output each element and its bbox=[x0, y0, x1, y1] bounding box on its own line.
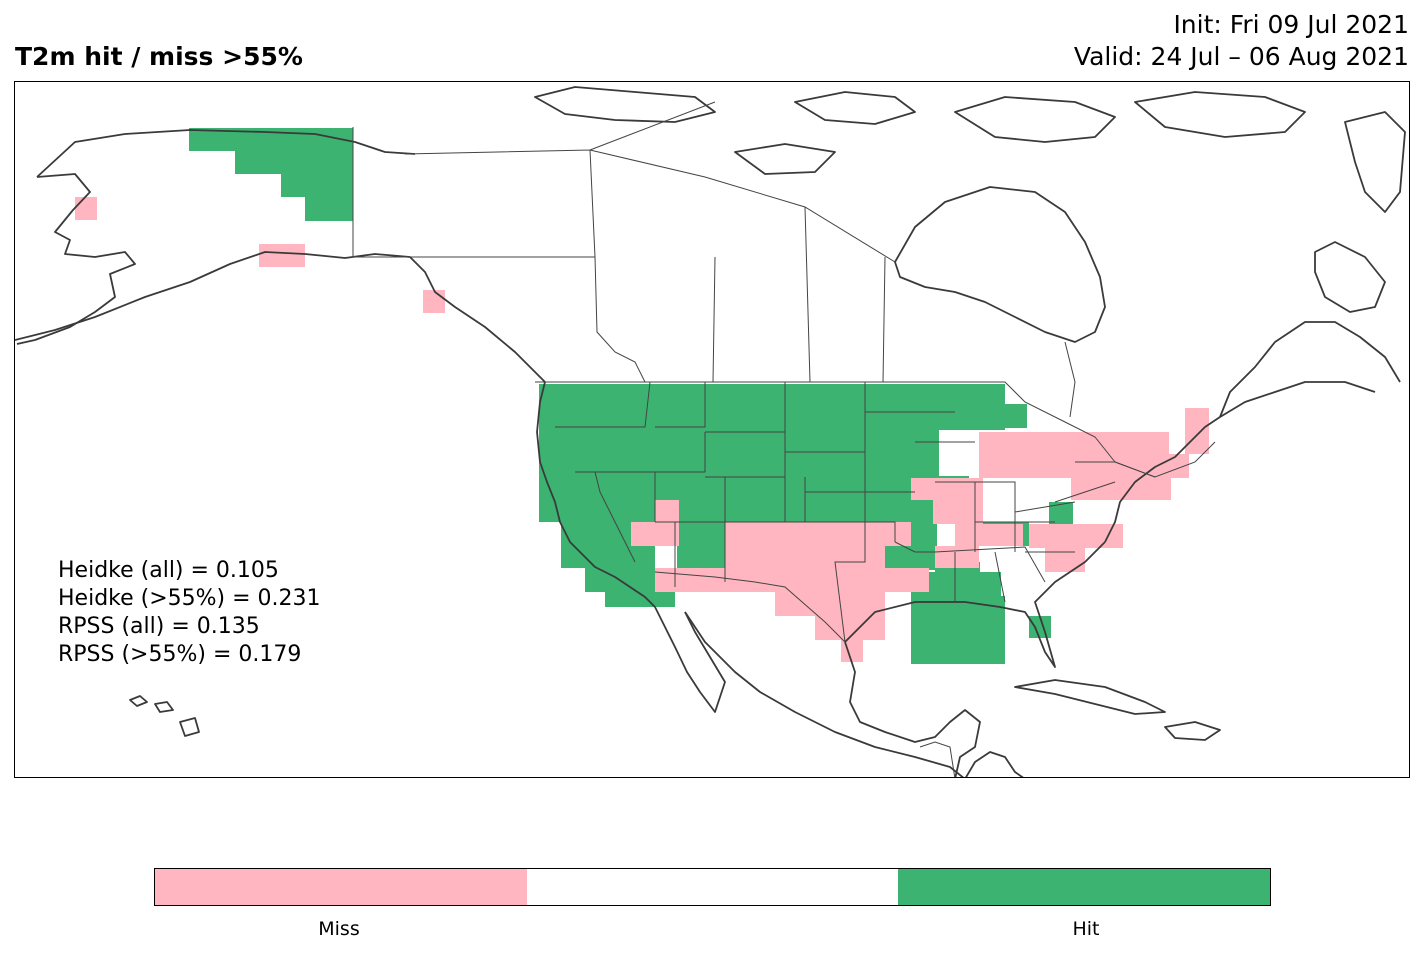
miss-cell bbox=[423, 290, 445, 313]
miss-cell bbox=[725, 522, 885, 570]
mexico-west bbox=[684, 611, 964, 777]
canada-prov-bc-ab bbox=[353, 256, 646, 383]
hit-cell bbox=[585, 546, 609, 568]
miss-cell bbox=[655, 568, 907, 592]
chart-title: T2m hit / miss >55% bbox=[15, 42, 303, 71]
rpss-55: RPSS (>55%) = 0.179 bbox=[58, 642, 302, 667]
canada-us-border bbox=[535, 381, 1216, 478]
baja bbox=[654, 606, 726, 713]
hit-cell bbox=[911, 546, 935, 570]
heidke-55: Heidke (>55%) = 0.231 bbox=[58, 586, 321, 611]
canada-prov-1 bbox=[712, 256, 716, 383]
colorbar-miss-segment bbox=[155, 869, 527, 905]
hit-cells bbox=[189, 128, 1073, 664]
miss-cell bbox=[1071, 478, 1171, 500]
gulf-coast bbox=[844, 641, 981, 777]
canada-prov-3 bbox=[882, 256, 886, 383]
political-borders bbox=[352, 101, 1216, 777]
arctic-island-3 bbox=[954, 96, 1116, 143]
canada-territories bbox=[404, 101, 716, 258]
guatemala-border bbox=[919, 741, 956, 777]
colorbar bbox=[154, 868, 1271, 906]
hit-cell bbox=[235, 151, 353, 174]
us-east-coast bbox=[1104, 381, 1376, 543]
arctic-island-5 bbox=[734, 143, 836, 175]
arctic-island-1 bbox=[534, 86, 716, 123]
colorbar-hit-label: Hit bbox=[1072, 918, 1100, 940]
colorbar-miss-label: Miss bbox=[318, 918, 360, 940]
miss-cell bbox=[865, 522, 911, 546]
miss-cell bbox=[955, 524, 1023, 546]
us-states-central bbox=[784, 382, 935, 643]
miss-cell bbox=[1185, 408, 1209, 454]
hawaii-3 bbox=[179, 717, 200, 737]
quebec-ontario bbox=[1064, 341, 1076, 418]
hit-cell bbox=[539, 430, 939, 476]
hit-cell bbox=[1049, 502, 1073, 524]
arctic-island-2 bbox=[794, 91, 916, 125]
miss-cell bbox=[911, 478, 933, 500]
arctic-island-4 bbox=[1134, 91, 1306, 138]
hit-cell bbox=[911, 618, 1005, 664]
hit-cell bbox=[281, 174, 353, 197]
canada-nunavut bbox=[589, 149, 896, 263]
us-west-coast bbox=[536, 381, 656, 608]
miss-cell bbox=[631, 522, 655, 546]
gulf-north bbox=[844, 541, 1106, 668]
miss-cell bbox=[979, 432, 1049, 478]
init-date: Init: Fri 09 Jul 2021 bbox=[1173, 10, 1409, 39]
miss-cell bbox=[841, 640, 863, 662]
miss-cell bbox=[259, 244, 305, 267]
colorbar-neutral-segment bbox=[526, 869, 899, 905]
hit-cell bbox=[1005, 404, 1027, 428]
hudson-bay bbox=[894, 186, 1106, 343]
miss-cell bbox=[907, 568, 929, 592]
us-states-east bbox=[865, 411, 1156, 603]
central-america bbox=[965, 751, 1024, 777]
hit-cell bbox=[911, 596, 1005, 618]
newfoundland bbox=[1314, 241, 1386, 313]
hawaii-1 bbox=[129, 695, 148, 707]
rpss-all: RPSS (all) = 0.135 bbox=[58, 614, 260, 639]
heidke-all: Heidke (all) = 0.105 bbox=[58, 558, 279, 583]
us-mexico-border bbox=[654, 571, 846, 643]
valid-period: Valid: 24 Jul – 06 Aug 2021 bbox=[1073, 42, 1409, 71]
canada-prov-2 bbox=[804, 206, 811, 383]
hit-cell bbox=[681, 522, 721, 546]
hit-cell bbox=[305, 197, 353, 221]
miss-cell bbox=[935, 546, 979, 568]
map-panel: Heidke (all) = 0.105 Heidke (>55%) = 0.2… bbox=[14, 81, 1410, 778]
map-svg bbox=[15, 86, 1406, 777]
skill-scores: Heidke (all) = 0.105 Heidke (>55%) = 0.2… bbox=[58, 557, 321, 669]
alaska-peninsula bbox=[15, 251, 546, 383]
hawaii-2 bbox=[154, 701, 174, 713]
alaska-coast bbox=[16, 173, 136, 345]
miss-cell bbox=[75, 197, 97, 220]
alaska-north bbox=[36, 129, 416, 178]
hit-cell bbox=[911, 522, 937, 546]
coastlines bbox=[15, 86, 1406, 777]
colorbar-hit-segment bbox=[898, 869, 1271, 905]
cuba bbox=[1014, 679, 1166, 715]
miss-cell bbox=[775, 592, 885, 616]
atlantic-canada bbox=[1219, 321, 1401, 418]
hit-cell bbox=[539, 384, 1005, 430]
hispaniola bbox=[1164, 721, 1221, 741]
arctic-island-6 bbox=[1344, 111, 1406, 213]
